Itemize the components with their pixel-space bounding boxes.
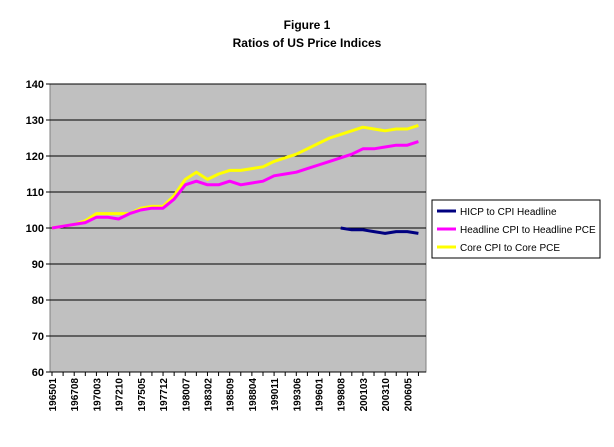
y-tick-label: 90 — [32, 259, 44, 271]
legend-box — [431, 199, 601, 259]
x-tick-label: 196708 — [70, 378, 81, 412]
series-line — [51, 123, 419, 230]
legend-label: Headline CPI to Headline PCE — [460, 225, 596, 236]
x-tick-label: 197210 — [115, 378, 126, 412]
x-tick-label: 198007 — [181, 378, 192, 412]
x-tick-label: 197003 — [92, 378, 103, 412]
x-tick-label: 200310 — [381, 378, 392, 412]
x-tick-label: 199011 — [270, 378, 281, 411]
x-tick-label: 200605 — [403, 378, 414, 412]
y-tick-label: 100 — [26, 223, 44, 235]
y-tick-label: 110 — [26, 187, 44, 199]
series-line — [340, 226, 419, 235]
x-tick-label: 197505 — [137, 378, 148, 412]
y-tick-label: 120 — [26, 151, 44, 163]
x-tick-label: 198302 — [203, 378, 214, 412]
x-tick-label: 199808 — [337, 378, 348, 412]
y-tick-label: 130 — [26, 115, 44, 127]
chart-subtitle: Ratios of US Price Indices — [233, 36, 382, 50]
x-tick-label: 197712 — [159, 378, 170, 412]
x-tick-label: 199306 — [292, 378, 303, 412]
x-tick-label: 196501 — [48, 378, 59, 412]
y-tick-label: 60 — [32, 367, 44, 379]
y-tick-label: 80 — [32, 295, 44, 307]
x-tick-label: 200103 — [359, 378, 370, 412]
x-tick-label: 199601 — [315, 378, 326, 412]
y-tick-label: 140 — [26, 79, 44, 91]
x-tick-label: 198804 — [248, 378, 259, 412]
chart-title: Figure 1 — [284, 18, 331, 32]
series-line — [51, 140, 419, 230]
legend-label: Core CPI to Core PCE — [460, 243, 560, 254]
y-tick-label: 70 — [32, 331, 44, 343]
legend-label: HICP to CPI Headline — [460, 207, 557, 218]
x-tick-label: 198509 — [226, 378, 237, 412]
